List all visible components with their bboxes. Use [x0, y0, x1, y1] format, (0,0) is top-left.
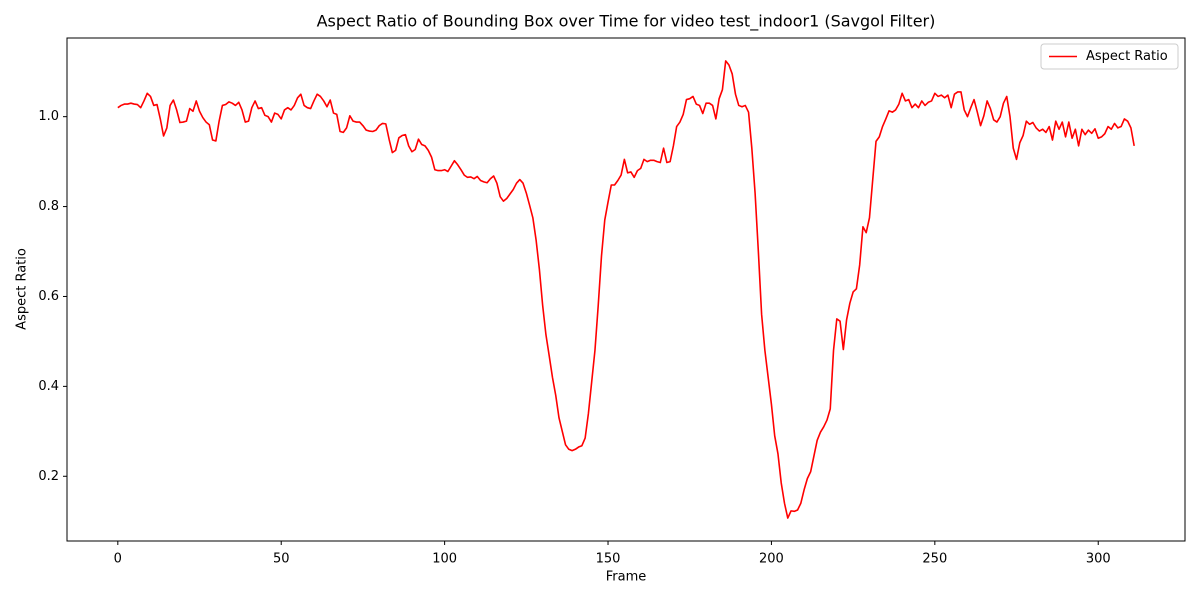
- x-tick-label: 250: [922, 552, 947, 567]
- data-line: [117, 60, 1135, 519]
- x-axis-label: Frame: [606, 570, 647, 585]
- x-tick-label: 100: [432, 552, 457, 567]
- legend-box: [1040, 43, 1179, 70]
- y-tick-label: 0.8: [38, 199, 59, 214]
- y-tick-label: 0.2: [38, 469, 59, 484]
- chart-title: Aspect Ratio of Bounding Box over Time f…: [317, 12, 936, 32]
- y-tick-label: 0.6: [38, 289, 59, 304]
- x-tick-label: 200: [759, 552, 784, 567]
- x-tick-label: 150: [596, 552, 621, 567]
- y-tick-label: 1.0: [38, 109, 59, 124]
- axes-frame: [66, 37, 1186, 542]
- x-tick-label: 300: [1086, 552, 1111, 567]
- y-axis-label: Aspect Ratio: [15, 248, 30, 330]
- legend-label: Aspect Ratio: [1086, 49, 1168, 64]
- x-tick-label: 50: [273, 552, 290, 567]
- x-tick-label: 0: [114, 552, 122, 567]
- y-tick-label: 0.4: [38, 379, 59, 394]
